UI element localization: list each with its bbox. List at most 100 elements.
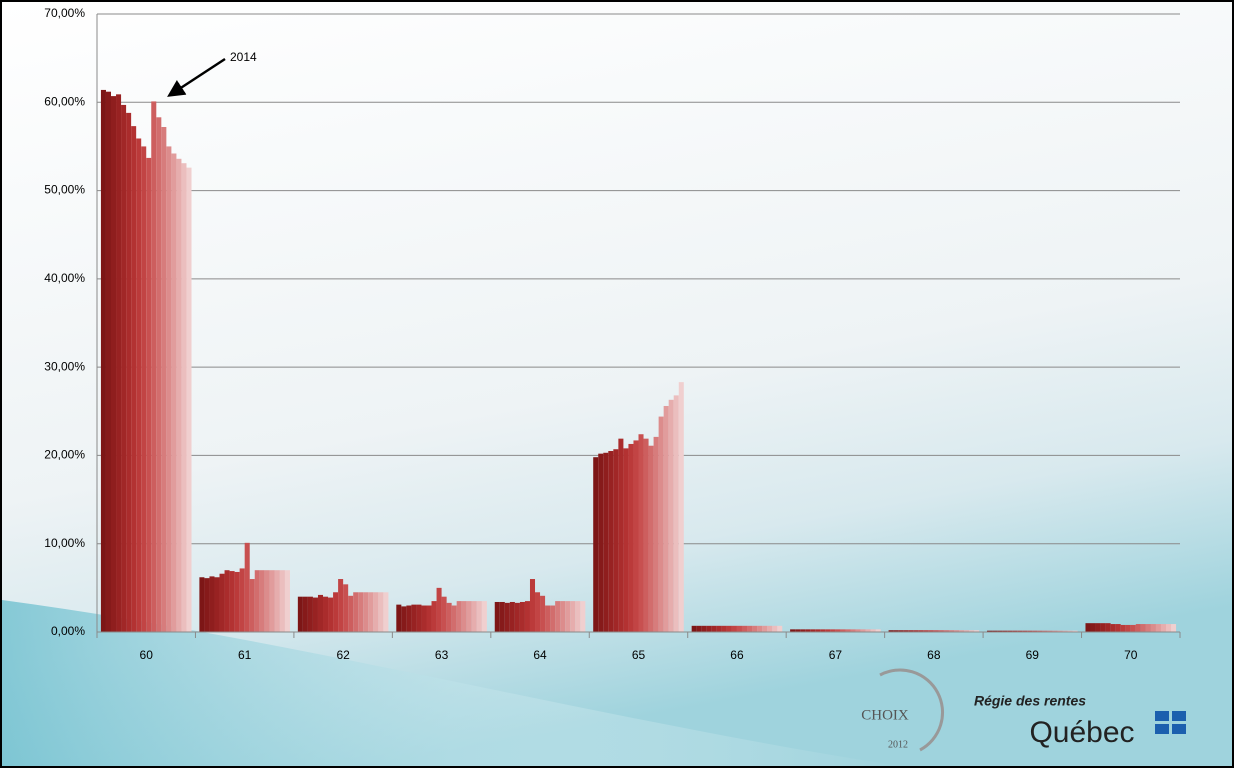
bar <box>431 601 437 632</box>
bar <box>668 399 674 632</box>
bar <box>870 629 876 632</box>
bar <box>317 594 324 632</box>
bar <box>658 416 664 632</box>
bar <box>1140 624 1146 632</box>
bar <box>166 146 172 632</box>
bar <box>575 601 581 632</box>
bar <box>514 602 520 632</box>
bar <box>608 451 614 632</box>
bar <box>1165 624 1172 632</box>
bar <box>1057 630 1063 632</box>
bar <box>499 601 505 632</box>
bar <box>504 602 510 632</box>
x-tick-label: 69 <box>1026 648 1040 662</box>
y-tick-label: 50,00% <box>44 183 85 197</box>
bar <box>772 625 778 632</box>
x-tick-label: 62 <box>336 648 350 662</box>
bar <box>948 630 954 632</box>
bar <box>593 457 599 632</box>
bar <box>378 592 384 632</box>
bar <box>830 629 836 632</box>
bar <box>1022 630 1028 632</box>
bar <box>151 101 157 633</box>
bar <box>358 592 364 632</box>
bar <box>279 570 285 632</box>
bar <box>997 630 1003 632</box>
bar <box>875 629 881 632</box>
bar <box>214 577 220 632</box>
bar <box>565 601 571 632</box>
bar <box>535 592 541 632</box>
bar <box>1032 630 1038 632</box>
bar <box>623 448 629 632</box>
bar <box>1100 623 1106 632</box>
bar <box>1120 624 1126 632</box>
bar <box>918 630 924 632</box>
bar <box>969 630 975 632</box>
bar <box>696 625 702 632</box>
bar <box>136 138 142 633</box>
bar <box>673 395 679 632</box>
bar <box>1042 630 1048 632</box>
agency-logo: Régie des rentes Québec <box>974 693 1186 749</box>
bar <box>1105 623 1111 632</box>
bar <box>721 625 727 632</box>
bar <box>777 625 783 632</box>
bar <box>678 382 684 632</box>
bar <box>1115 624 1121 632</box>
bar <box>790 629 796 632</box>
bar <box>908 630 914 632</box>
bar <box>1145 624 1151 632</box>
bar <box>974 630 980 632</box>
bar <box>1160 624 1166 632</box>
bar <box>860 629 866 632</box>
bar <box>416 604 422 632</box>
bar <box>141 146 147 632</box>
bar <box>800 629 806 632</box>
bar <box>663 405 669 632</box>
bar <box>603 452 609 632</box>
bar <box>992 630 998 632</box>
bar <box>524 601 530 632</box>
annotation: 2014 <box>230 50 257 64</box>
bar <box>519 601 525 632</box>
bar <box>1062 630 1068 632</box>
bar <box>105 91 112 633</box>
bar <box>1052 630 1058 632</box>
bar <box>987 630 993 632</box>
bar <box>343 584 349 632</box>
bar <box>1125 624 1131 632</box>
bar <box>1085 623 1091 632</box>
bar <box>959 630 965 632</box>
x-tick-label: 61 <box>238 648 252 662</box>
bar <box>312 597 318 632</box>
bar <box>810 629 816 632</box>
bar <box>726 625 732 632</box>
x-tick-label: 66 <box>730 648 744 662</box>
bar <box>406 605 412 632</box>
bar <box>898 630 904 632</box>
bar <box>259 570 265 632</box>
bar <box>633 440 639 632</box>
bar <box>943 630 949 632</box>
bar <box>820 629 826 632</box>
bar <box>1095 623 1101 632</box>
bar <box>1047 630 1053 632</box>
bar <box>363 592 369 632</box>
bar <box>383 592 389 632</box>
y-tick-label: 70,00% <box>44 6 85 20</box>
bar <box>244 542 250 632</box>
bar <box>1110 624 1116 632</box>
flag-square <box>1155 711 1169 721</box>
bar <box>747 625 753 632</box>
bar <box>529 579 536 632</box>
bar <box>825 629 831 632</box>
bar <box>618 438 624 632</box>
bar <box>264 570 270 632</box>
bar <box>1090 623 1096 632</box>
y-tick-label: 20,00% <box>44 448 85 462</box>
bar <box>938 630 944 632</box>
bar <box>731 625 737 632</box>
y-tick-label: 60,00% <box>44 94 85 108</box>
bar <box>628 443 634 632</box>
